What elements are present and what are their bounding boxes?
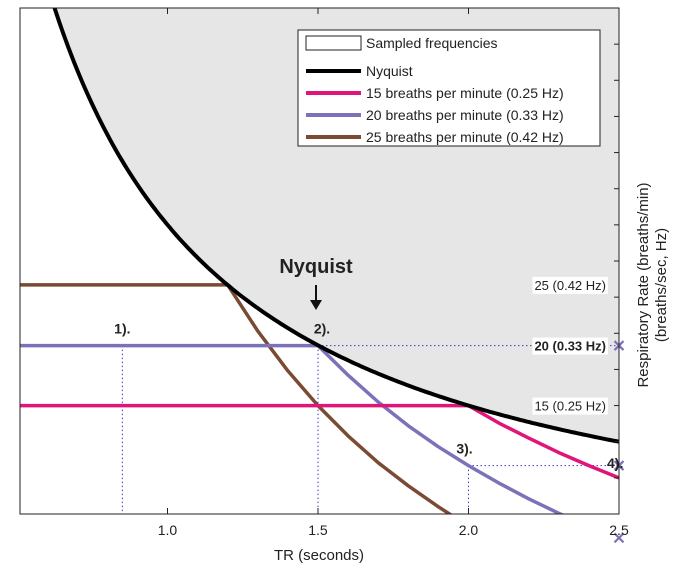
legend-label-sampled: Sampled frequencies xyxy=(366,35,498,51)
series-lines xyxy=(20,8,619,514)
right-label-bg-1 xyxy=(532,276,608,294)
y-axis-title-line-2: (breaths/sec, Hz) xyxy=(653,228,670,342)
legend: Sampled frequencies Nyquist 15 breaths pe… xyxy=(297,29,601,147)
x-tick-label-3: 2.0 xyxy=(459,522,479,538)
right-frequency-labels: 25 (0.42 Hz) 20 (0.33 Hz) 15 (0.25 Hz) xyxy=(532,276,608,415)
right-axis-title: Respiratory Rate (breaths/min) (breaths/… xyxy=(635,182,670,387)
nyquist-arrow xyxy=(310,285,322,310)
series-line-1 xyxy=(52,8,619,444)
series-line-4 xyxy=(20,283,453,514)
x-tick-label-1: 1.0 xyxy=(158,522,178,538)
right-label-text-2: 20 (0.33 Hz) xyxy=(534,339,606,354)
legend-label-3: 20 breaths per minute (0.33 Hz) xyxy=(366,107,564,123)
right-label-2: 20 (0.33 Hz) xyxy=(532,337,608,355)
legend-label-2: 15 breaths per minute (0.25 Hz) xyxy=(366,85,564,101)
guide-lines xyxy=(121,345,619,514)
aliased-marker-stroke-b xyxy=(613,532,625,544)
x-tick-label-2: 1.5 xyxy=(308,522,328,538)
right-label-text-3: 15 (0.25 Hz) xyxy=(534,399,606,414)
y-axis-title-line-1: Respiratory Rate (breaths/min) xyxy=(635,182,652,387)
right-label-3: 15 (0.25 Hz) xyxy=(532,397,608,415)
right-label-bg-2 xyxy=(532,337,608,355)
right-axis-ticks xyxy=(614,7,619,515)
right-label-1: 25 (0.42 Hz) xyxy=(532,276,608,294)
legend-entries: Nyquist 15 breaths per minute (0.25 Hz) 20… xyxy=(306,63,564,145)
series-line-2 xyxy=(20,403,619,480)
guide-labels: 1). 2). 3). xyxy=(114,321,472,457)
legend-label-4: 25 breaths per minute (0.42 Hz) xyxy=(366,129,564,145)
legend-label-1: Nyquist xyxy=(366,63,413,79)
right-label-text-1: 25 (0.42 Hz) xyxy=(534,278,606,293)
x-axis-title: TR (seconds) xyxy=(274,547,364,564)
aliased-marker-3 xyxy=(613,532,625,544)
x-tick-label-4: 2.5 xyxy=(609,522,629,538)
point-4-label: 4). xyxy=(607,455,623,471)
guide-label-2: 2). xyxy=(314,321,330,337)
nyquist-annotation: Nyquist xyxy=(279,256,353,278)
guide-label-3: 3). xyxy=(456,441,472,457)
guide-label-1: 1). xyxy=(114,321,130,337)
legend-swatch-sampled xyxy=(305,35,362,51)
x-axis-ticks: 1.0 1.5 2.0 2.5 xyxy=(158,8,629,538)
right-label-bg-3 xyxy=(532,397,608,415)
